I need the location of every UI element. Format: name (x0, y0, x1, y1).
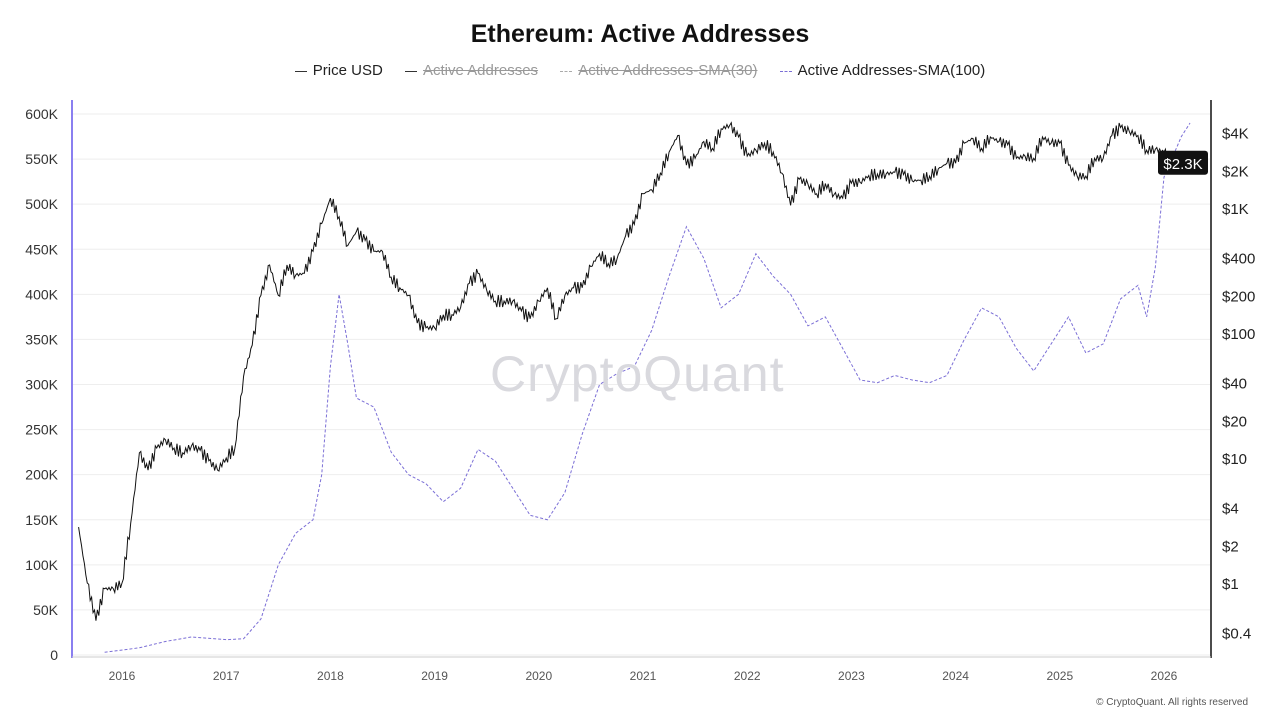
right-tick-label: $4K (1222, 126, 1249, 143)
legend-item-price[interactable]: Price USD (294, 62, 383, 79)
legend-label: Active Addresses-SMA(100) (797, 62, 986, 79)
left-tick-label: 100K (25, 557, 58, 573)
left-tick-label: 600K (25, 106, 58, 122)
right-tick-label: $1 (1222, 576, 1239, 593)
left-tick-label: 500K (25, 196, 58, 212)
left-tick-label: 400K (25, 286, 58, 302)
watermark: CryptoQuant (490, 346, 785, 402)
right-tick-label: $0.4 (1222, 626, 1251, 643)
chart-title: Ethereum: Active Addresses (470, 20, 810, 48)
legend-marker (560, 70, 573, 72)
right-tick-label: $400 (1222, 251, 1255, 268)
legend-item-active-addresses[interactable]: Active Addresses (404, 62, 539, 79)
right-tick-label: $100 (1222, 326, 1255, 343)
price-line (78, 121, 1191, 621)
legend-item-sma30[interactable]: Active Addresses-SMA(30) (560, 62, 757, 79)
legend-label: Active Addresses (422, 62, 539, 79)
legend-marker (404, 70, 417, 72)
right-tick-label: $40 (1222, 376, 1247, 393)
left-tick-label: 300K (25, 377, 58, 393)
x-tick-label: 2020 (525, 669, 552, 683)
x-tick-label: 2021 (630, 669, 657, 683)
x-tick-label: 2023 (838, 669, 865, 683)
x-tick-label: 2016 (109, 669, 136, 683)
x-tick-label: 2018 (317, 669, 344, 683)
copyright: © CryptoQuant. All rights reserved (1096, 697, 1248, 708)
left-tick-label: 150K (25, 512, 58, 528)
right-tick-label: $2 (1222, 538, 1239, 555)
legend-marker (779, 70, 792, 72)
legend: Price USD Active Addresses Active Addres… (0, 62, 1280, 79)
left-tick-label: 550K (25, 151, 58, 167)
current-price-badge (1158, 150, 1208, 175)
left-tick-label: 350K (25, 331, 58, 347)
right-tick-label: $20 (1222, 413, 1247, 430)
x-tick-label: 2024 (942, 669, 969, 683)
current-price-label: $2.3K (1163, 156, 1202, 173)
left-tick-label: 50K (33, 602, 59, 618)
legend-item-sma100[interactable]: Active Addresses-SMA(100) (779, 62, 986, 79)
left-tick-label: 0 (50, 647, 58, 663)
x-tick-label: 2026 (1151, 669, 1178, 683)
right-tick-label: $2K (1222, 163, 1249, 180)
x-tick-label: 2017 (213, 669, 240, 683)
right-tick-label: $4 (1222, 501, 1239, 518)
x-tick-label: 2025 (1046, 669, 1073, 683)
x-tick-label: 2022 (734, 669, 761, 683)
left-tick-label: 200K (25, 467, 58, 483)
x-tick-label: 2019 (421, 669, 448, 683)
right-tick-label: $1K (1222, 201, 1249, 218)
legend-label: Price USD (312, 62, 383, 79)
legend-marker (294, 70, 307, 72)
left-tick-label: 450K (25, 241, 58, 257)
legend-label: Active Addresses-SMA(30) (578, 62, 758, 79)
right-tick-label: $200 (1222, 288, 1255, 305)
left-tick-label: 250K (25, 422, 58, 438)
right-tick-label: $10 (1222, 451, 1247, 468)
